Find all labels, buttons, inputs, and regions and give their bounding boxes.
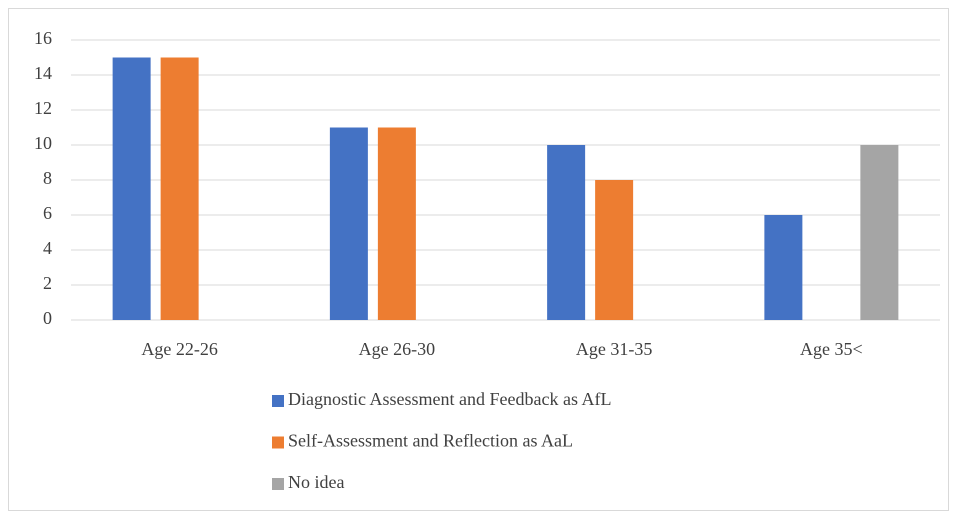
legend-label: No idea bbox=[288, 472, 344, 492]
y-tick-label: 12 bbox=[34, 98, 52, 118]
bar bbox=[547, 145, 586, 320]
y-tick-label: 10 bbox=[34, 133, 52, 153]
legend-label: Diagnostic Assessment and Feedback as Af… bbox=[288, 389, 611, 409]
y-tick-label: 2 bbox=[43, 273, 52, 293]
y-tick-label: 4 bbox=[43, 238, 52, 258]
bar bbox=[860, 145, 899, 320]
y-tick-label: 8 bbox=[43, 168, 52, 188]
y-tick-label: 14 bbox=[34, 63, 52, 83]
bar bbox=[595, 180, 634, 320]
y-tick-label: 0 bbox=[43, 308, 52, 328]
x-tick-label: Age 35< bbox=[800, 339, 863, 359]
bar bbox=[377, 127, 416, 320]
legend-swatch bbox=[272, 478, 284, 490]
bar bbox=[112, 57, 151, 320]
bar bbox=[764, 215, 803, 320]
x-tick-label: Age 22-26 bbox=[141, 339, 217, 359]
x-tick-label: Age 26-30 bbox=[359, 339, 435, 359]
bar bbox=[329, 127, 368, 320]
legend-label: Self-Assessment and Reflection as AaL bbox=[288, 431, 573, 451]
legend-swatch bbox=[272, 436, 284, 449]
y-tick-label: 6 bbox=[43, 203, 52, 223]
y-tick-label: 16 bbox=[34, 28, 52, 48]
bar bbox=[160, 57, 199, 320]
x-tick-label: Age 31-35 bbox=[576, 339, 652, 359]
legend-swatch bbox=[272, 395, 284, 407]
